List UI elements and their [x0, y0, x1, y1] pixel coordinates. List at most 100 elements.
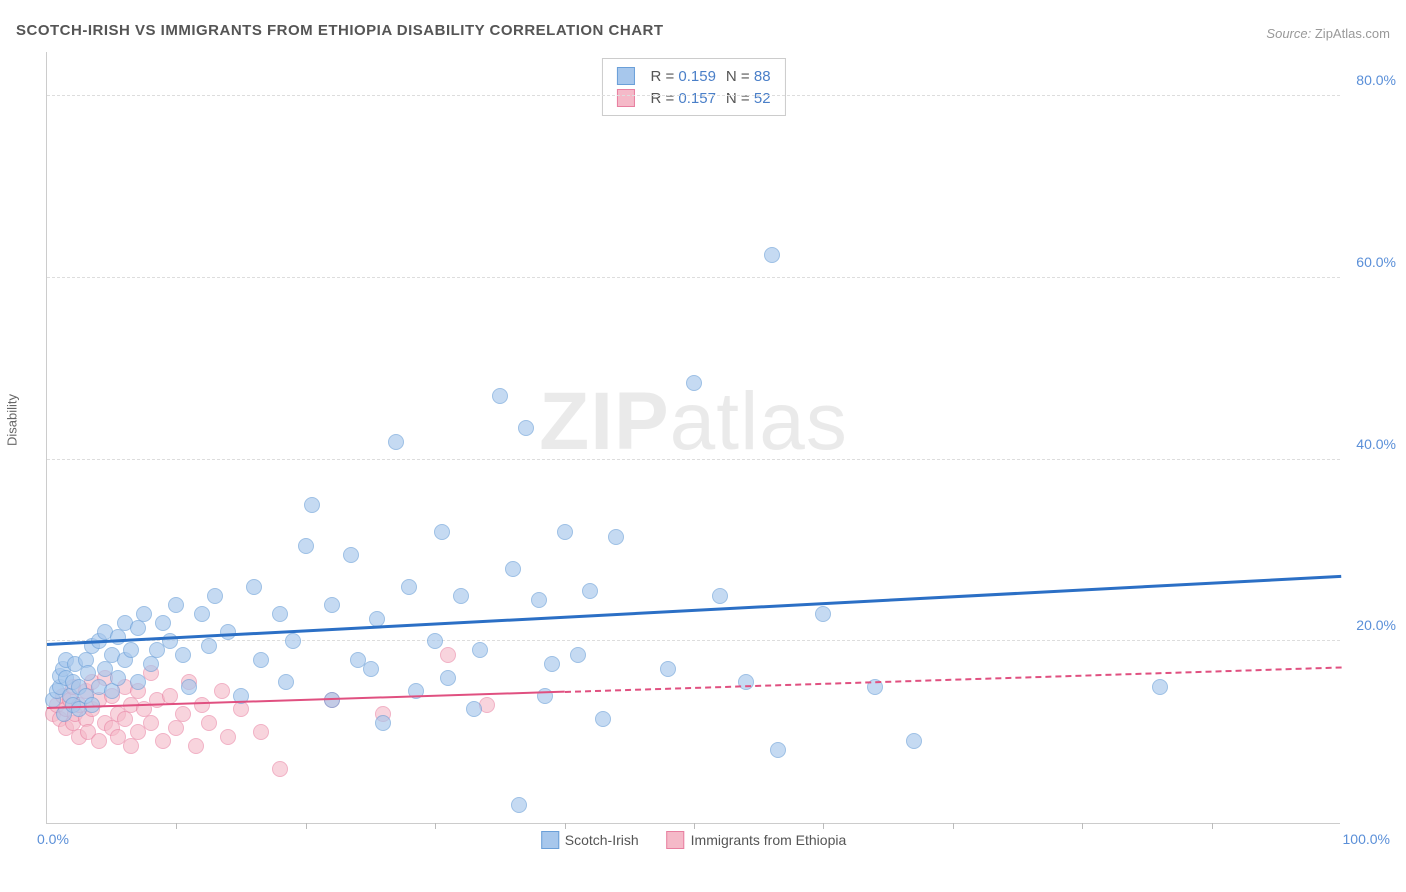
data-point: [304, 497, 320, 513]
data-point: [272, 761, 288, 777]
data-point: [175, 706, 191, 722]
data-point: [544, 656, 560, 672]
x-tick-mark: [306, 823, 307, 829]
legend-stats-row: R = 0.157N = 52: [616, 87, 770, 109]
gridline: [47, 277, 1340, 278]
data-point: [453, 588, 469, 604]
data-point: [427, 633, 443, 649]
plot-area: ZIPatlas R = 0.159N = 88R = 0.157N = 52 …: [46, 52, 1340, 824]
data-point: [738, 674, 754, 690]
gridline: [47, 95, 1340, 96]
data-point: [440, 670, 456, 686]
data-point: [233, 701, 249, 717]
data-point: [123, 738, 139, 754]
data-point: [582, 583, 598, 599]
data-point: [130, 674, 146, 690]
data-point: [434, 524, 450, 540]
legend-swatch: [616, 67, 634, 85]
data-point: [181, 679, 197, 695]
data-point: [764, 247, 780, 263]
data-point: [815, 606, 831, 622]
data-point: [686, 375, 702, 391]
x-tick-mark: [176, 823, 177, 829]
x-tick-mark: [1212, 823, 1213, 829]
data-point: [104, 683, 120, 699]
y-tick-label: 60.0%: [1356, 254, 1396, 270]
data-point: [518, 420, 534, 436]
x-tick-mark: [823, 823, 824, 829]
source-attribution: Source: ZipAtlas.com: [1266, 26, 1390, 41]
y-tick-label: 40.0%: [1356, 436, 1396, 452]
source-label: Source:: [1266, 26, 1311, 41]
x-axis-max-label: 100.0%: [1343, 831, 1390, 847]
y-axis-label: Disability: [5, 394, 20, 446]
data-point: [375, 715, 391, 731]
data-point: [511, 797, 527, 813]
data-point: [363, 661, 379, 677]
x-tick-mark: [565, 823, 566, 829]
data-point: [194, 606, 210, 622]
data-point: [324, 692, 340, 708]
x-tick-mark: [694, 823, 695, 829]
data-point: [143, 656, 159, 672]
data-point: [201, 638, 217, 654]
data-point: [608, 529, 624, 545]
data-point: [155, 615, 171, 631]
data-point: [143, 715, 159, 731]
data-point: [906, 733, 922, 749]
data-point: [466, 701, 482, 717]
y-tick-label: 20.0%: [1356, 617, 1396, 633]
data-point: [712, 588, 728, 604]
data-point: [168, 720, 184, 736]
trend-line: [47, 575, 1341, 646]
gridline: [47, 459, 1340, 460]
data-point: [188, 738, 204, 754]
legend-label: Immigrants from Ethiopia: [691, 832, 847, 848]
data-point: [472, 642, 488, 658]
correlation-legend: R = 0.159N = 88R = 0.157N = 52: [601, 58, 785, 116]
data-point: [492, 388, 508, 404]
data-point: [570, 647, 586, 663]
data-point: [162, 688, 178, 704]
data-point: [285, 633, 301, 649]
data-point: [155, 733, 171, 749]
data-point: [557, 524, 573, 540]
legend-item: Immigrants from Ethiopia: [667, 831, 847, 849]
data-point: [194, 697, 210, 713]
data-point: [660, 661, 676, 677]
data-point: [117, 711, 133, 727]
data-point: [272, 606, 288, 622]
data-point: [123, 642, 139, 658]
legend-stats-row: R = 0.159N = 88: [616, 65, 770, 87]
legend-label: Scotch-Irish: [565, 832, 639, 848]
data-point: [110, 670, 126, 686]
gridline: [47, 640, 1340, 641]
data-point: [401, 579, 417, 595]
data-point: [1152, 679, 1168, 695]
data-point: [214, 683, 230, 699]
data-point: [388, 434, 404, 450]
trend-line: [565, 667, 1341, 694]
x-tick-mark: [953, 823, 954, 829]
x-tick-mark: [435, 823, 436, 829]
data-point: [91, 733, 107, 749]
data-point: [298, 538, 314, 554]
data-point: [531, 592, 547, 608]
chart-title: SCOTCH-IRISH VS IMMIGRANTS FROM ETHIOPIA…: [16, 22, 664, 39]
legend-item: Scotch-Irish: [541, 831, 639, 849]
data-point: [253, 652, 269, 668]
y-tick-label: 80.0%: [1356, 72, 1396, 88]
data-point: [136, 606, 152, 622]
source-value: ZipAtlas.com: [1315, 26, 1390, 41]
data-point: [130, 620, 146, 636]
legend-swatch: [616, 89, 634, 107]
data-point: [201, 715, 217, 731]
data-point: [278, 674, 294, 690]
legend-swatch: [541, 831, 559, 849]
data-point: [175, 647, 191, 663]
data-point: [207, 588, 223, 604]
data-point: [253, 724, 269, 740]
data-point: [440, 647, 456, 663]
data-point: [324, 597, 340, 613]
data-point: [343, 547, 359, 563]
